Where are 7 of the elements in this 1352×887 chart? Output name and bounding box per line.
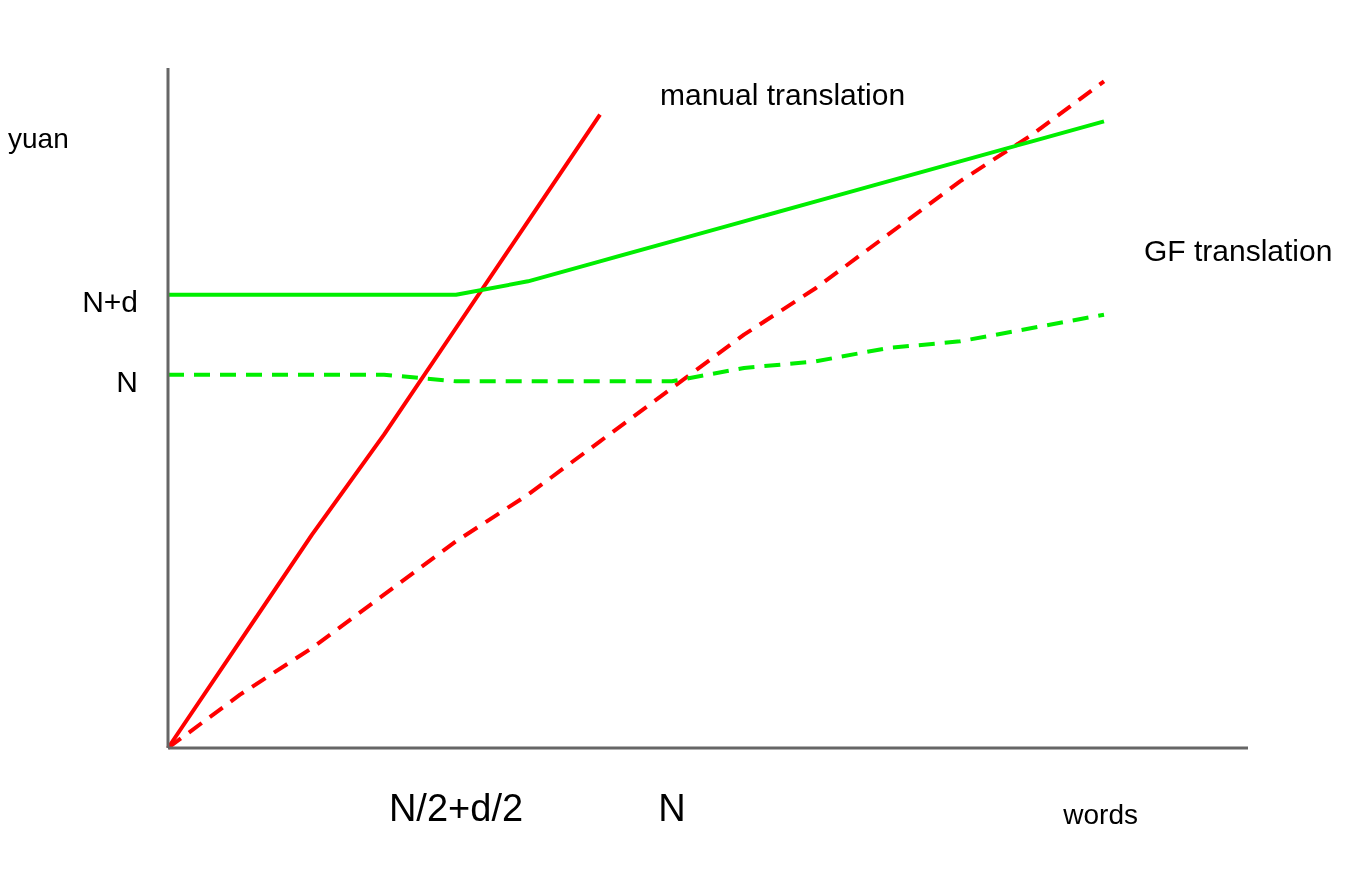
text: GF translation (1144, 234, 1333, 268)
x-axis-title: words (1062, 799, 1138, 830)
x-tick-label: N/2+d/2 (388, 786, 524, 829)
text: N (116, 365, 138, 399)
y-axis-title: yuan (8, 122, 69, 154)
text: N+d (82, 285, 138, 319)
text: manual translation (660, 77, 906, 111)
